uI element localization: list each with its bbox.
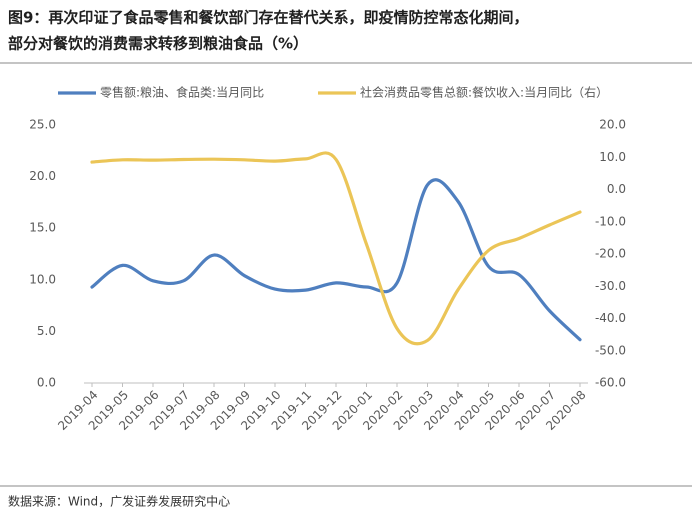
legend-label: 社会消费品零售总额:餐饮收入:当月同比（右） — [360, 85, 608, 100]
y2-tick-label: 20.0 — [599, 118, 626, 132]
y2-tick-label: -30.0 — [595, 279, 626, 293]
chart-title: 图9：再次印证了食品零售和餐饮部门存在替代关系，即疫情防控常态化期间， — [8, 9, 528, 27]
line-series — [90, 151, 582, 346]
chart-title: 部分对餐饮的消费需求转移到粮油食品（%） — [8, 35, 308, 53]
y-tick-label: 0.0 — [37, 376, 56, 390]
legend-label: 零售额:粮油、食品类:当月同比 — [100, 85, 264, 100]
y2-tick-label: -50.0 — [595, 343, 626, 357]
y2-tick-label: -20.0 — [595, 247, 626, 261]
y-tick-label: 10.0 — [29, 272, 56, 286]
y-tick-label: 5.0 — [37, 324, 56, 338]
y-tick-label: 15.0 — [29, 221, 56, 235]
y2-tick-label: -40.0 — [595, 311, 626, 325]
y-tick-label: 25.0 — [29, 118, 56, 132]
y-tick-label: 20.0 — [29, 169, 56, 183]
y2-tick-label: -60.0 — [595, 376, 626, 390]
line-series — [90, 178, 582, 342]
y2-tick-label: 10.0 — [599, 150, 626, 164]
source-note: 数据来源：Wind，广发证券发展研究中心 — [8, 494, 230, 509]
y2-tick-label: 0.0 — [607, 182, 626, 196]
y2-tick-label: -10.0 — [595, 214, 626, 228]
